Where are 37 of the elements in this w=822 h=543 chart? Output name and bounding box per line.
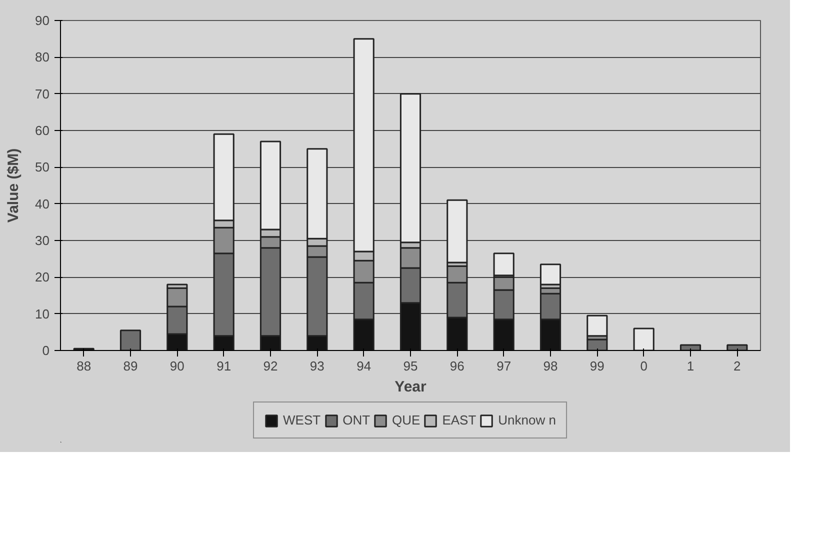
y-tick-label: 10	[35, 306, 50, 322]
x-tick-label: 98	[543, 358, 558, 374]
x-tick-label: 2	[734, 358, 741, 374]
x-tick-label: 91	[216, 358, 232, 374]
x-tick-label: 1	[686, 358, 694, 374]
legend-label: WEST	[283, 412, 321, 428]
y-tick-label: 80	[35, 50, 50, 65]
bar	[540, 264, 562, 286]
x-axis-title: Year	[394, 378, 427, 396]
x-tick-label: 90	[170, 358, 184, 374]
y-tick-label: 60	[35, 123, 50, 138]
legend-label: Unknow n	[498, 412, 556, 428]
y-tick-label: 30	[35, 233, 50, 248]
bar	[446, 199, 468, 264]
x-tick-label: 95	[403, 358, 418, 374]
y-tick-label: 70	[35, 86, 50, 102]
bar	[120, 330, 142, 350]
legend-label: QUE	[392, 412, 420, 428]
y-tick-label: 40	[35, 196, 50, 212]
bar	[586, 314, 608, 337]
y-axis-title: Value ($M)	[5, 148, 22, 223]
x-tick-label: 94	[356, 358, 372, 374]
y-tick-label: 50	[35, 160, 50, 175]
x-tick-label: 99	[590, 358, 604, 374]
y-tick-label: 20	[35, 270, 50, 285]
bar	[633, 328, 654, 350]
x-tick-label: 97	[496, 358, 512, 374]
legend-label: ONT	[342, 412, 370, 428]
x-tick-label: 89	[123, 358, 138, 374]
legend-label: EAST	[442, 412, 476, 428]
x-tick-label: 93	[310, 358, 324, 374]
x-tick-label: 96	[450, 358, 464, 374]
x-tick-label: 92	[263, 358, 278, 374]
y-tick-label: 90	[35, 13, 50, 28]
x-tick-label: 0	[640, 358, 648, 374]
x-tick-label: 88	[76, 358, 92, 374]
y-tick-label: 0	[42, 343, 50, 358]
